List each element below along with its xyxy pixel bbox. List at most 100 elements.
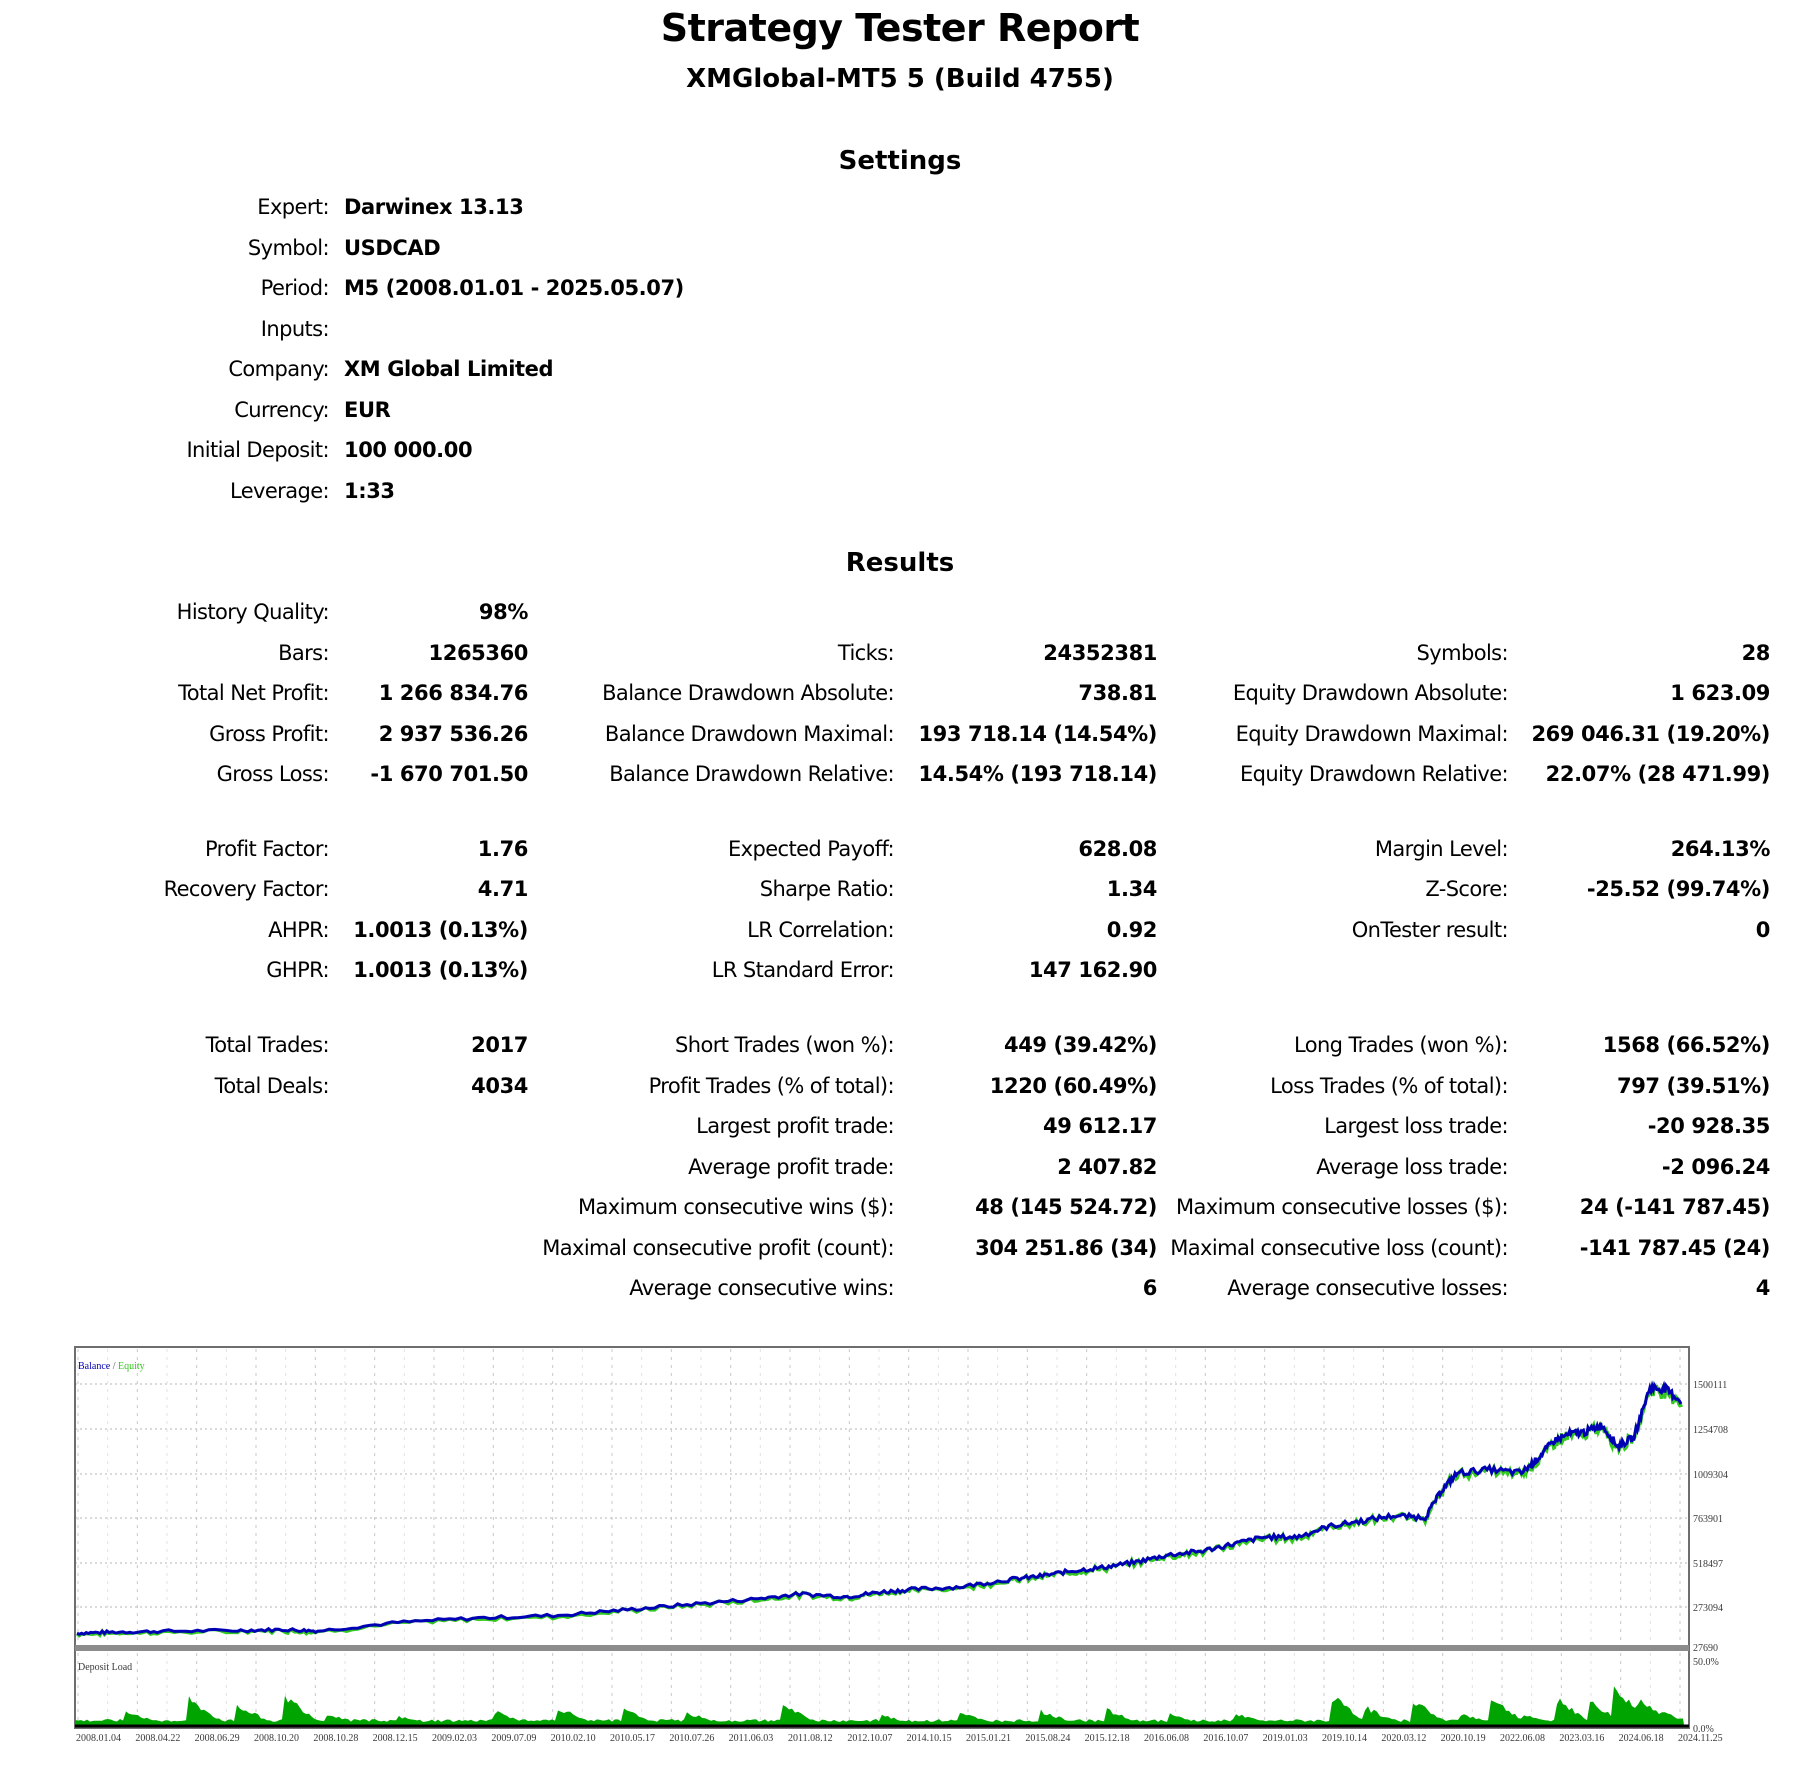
results-label: Gross Profit:	[209, 721, 330, 746]
results-heading: Results	[845, 548, 955, 578]
results-label: OnTester result:	[1351, 917, 1509, 942]
results-label: History Quality:	[176, 600, 330, 624]
x-tick-label: 2016.10.07	[1203, 1733, 1248, 1744]
x-tick-label: 2020.10.19	[1441, 1733, 1486, 1744]
results-row: History Quality: 98%	[0, 597, 1800, 627]
x-tick-label: 2024.11.25	[1678, 1733, 1723, 1744]
report-subtitle: XMGlobal-MT5 5 (Build 4755)	[686, 64, 1114, 94]
results-value: 6	[1142, 1276, 1158, 1301]
results-label: Recovery Factor:	[163, 877, 330, 902]
settings-label: Initial Deposit:	[186, 438, 329, 462]
x-tick-label: 2014.10.15	[907, 1733, 952, 1744]
results-row: Total Deals: 4034	[0, 1071, 1800, 1101]
results-row: Balance Drawdown Maximal: 193 718.14 (14.…	[0, 719, 1800, 749]
results-label: Short Trades (won %):	[675, 1033, 895, 1058]
results-value: 14.54% (193 718.14)	[918, 762, 1157, 786]
results-value: 1.0013 (0.13%)	[353, 958, 528, 983]
results-row: Average consecutive losses: 4	[0, 1273, 1800, 1303]
settings-label: Period:	[260, 276, 330, 300]
results-value: 2017	[471, 1033, 528, 1058]
settings-value: USDCAD	[344, 235, 441, 260]
settings-row: Leverage: 1:33	[0, 476, 1800, 506]
results-value: 48 (145 524.72)	[975, 1195, 1157, 1220]
results-value: 2 407.82	[1057, 1154, 1157, 1179]
settings-value: XM Global Limited	[344, 357, 554, 381]
x-tick-label: 2023.03.16	[1559, 1733, 1604, 1744]
results-label: Bars:	[278, 640, 330, 665]
results-value: 1265360	[428, 640, 529, 665]
settings-row: Symbol: USDCAD	[0, 233, 1800, 263]
results-label: Largest profit trade:	[696, 1114, 894, 1139]
results-label: Margin Level:	[1374, 836, 1509, 861]
results-row: Gross Loss: -1 670 701.50	[0, 759, 1800, 789]
results-value: 1568 (66.52%)	[1602, 1033, 1771, 1058]
x-tick-label: 2022.06.08	[1500, 1733, 1545, 1744]
results-row: Equity Drawdown Maximal: 269 046.31 (19.2…	[0, 719, 1800, 749]
results-label: Loss Trades (% of total):	[1270, 1073, 1508, 1098]
results-value: -1 670 701.50	[370, 762, 528, 786]
x-tick-label: 2015.08.24	[1025, 1733, 1070, 1744]
results-value: 449 (39.42%)	[1003, 1033, 1157, 1058]
results-label: Average consecutive losses:	[1227, 1276, 1508, 1301]
x-tick-label: 2008.04.22	[135, 1733, 180, 1744]
deposit-load-tick: 0.0%	[1693, 1724, 1714, 1735]
x-tick-label: 2009.07.09	[491, 1733, 536, 1744]
results-row: Maximal consecutive profit (count): 304 2…	[0, 1233, 1800, 1263]
results-value: 1 623.09	[1670, 681, 1770, 705]
settings-row: Expert: Darwinex 13.13	[0, 192, 1800, 222]
results-value: 1.0013 (0.13%)	[353, 917, 528, 942]
results-label: Expected Payoff:	[727, 836, 895, 861]
legend-label: Balance / Equity	[78, 1361, 145, 1372]
results-label: Equity Drawdown Absolute:	[1232, 681, 1509, 705]
x-tick-label: 2008.12.15	[373, 1733, 418, 1744]
results-row: Total Trades: 2017	[0, 1030, 1800, 1060]
results-label: Average loss trade:	[1316, 1154, 1508, 1179]
results-row: Equity Drawdown Relative: 22.07% (28 471.…	[0, 759, 1800, 789]
panel-divider	[75, 1645, 1689, 1651]
settings-value: EUR	[344, 397, 391, 422]
chart-frame	[74, 1346, 1690, 1729]
settings-row: Initial Deposit: 100 000.00	[0, 435, 1800, 465]
results-value: 269 046.31 (19.20%)	[1531, 721, 1770, 746]
results-label: LR Correlation:	[747, 917, 894, 942]
settings-label: Inputs:	[260, 316, 330, 341]
results-label: Largest loss trade:	[1324, 1114, 1508, 1139]
settings-label: Symbol:	[247, 235, 330, 260]
results-row: LR Correlation: 0.92	[0, 915, 1800, 945]
results-label: Maximal consecutive profit (count):	[542, 1235, 894, 1260]
results-label: Average consecutive wins:	[629, 1276, 894, 1301]
settings-label: Leverage:	[229, 478, 330, 503]
results-label: Maximum consecutive wins ($):	[577, 1195, 895, 1220]
results-row: Loss Trades (% of total): 797 (39.51%)	[0, 1071, 1800, 1101]
results-label: Average profit trade:	[688, 1154, 894, 1179]
results-row: OnTester result: 0	[0, 915, 1800, 945]
results-row: Sharpe Ratio: 1.34	[0, 874, 1800, 904]
results-value: 628.08	[1078, 836, 1157, 861]
settings-row: Company: XM Global Limited	[0, 354, 1800, 384]
results-row: Expected Payoff: 628.08	[0, 834, 1800, 864]
settings-row: Currency: EUR	[0, 395, 1800, 425]
results-label: Balance Drawdown Maximal:	[604, 721, 895, 746]
results-value: -25.52 (99.74%)	[1586, 877, 1771, 902]
results-row: Gross Profit: 2 937 536.26	[0, 719, 1800, 749]
results-row: AHPR: 1.0013 (0.13%)	[0, 915, 1800, 945]
results-value: 264.13%	[1670, 836, 1771, 861]
chart-grid	[75, 1349, 1689, 1725]
x-tick-label: 2008.01.04	[76, 1733, 121, 1744]
results-value: 738.81	[1078, 681, 1157, 705]
results-value: 22.07% (28 471.99)	[1545, 762, 1771, 786]
results-row: Average profit trade: 2 407.82	[0, 1152, 1800, 1182]
x-tick-label: 2010.05.17	[610, 1733, 655, 1744]
x-tick-label: 2010.02.10	[551, 1733, 596, 1744]
results-value: 147 162.90	[1028, 958, 1158, 983]
y-tick-label: 1254708	[1693, 1425, 1728, 1436]
x-tick-label: 2019.10.14	[1322, 1733, 1367, 1744]
results-row: Z-Score: -25.52 (99.74%)	[0, 874, 1800, 904]
results-label: Equity Drawdown Relative:	[1239, 762, 1509, 786]
x-tick-label: 2009.02.03	[432, 1733, 477, 1744]
results-label: Equity Drawdown Maximal:	[1235, 721, 1509, 746]
x-tick-label: 2008.10.28	[313, 1733, 358, 1744]
results-value: -141 787.45 (24)	[1579, 1235, 1771, 1260]
y-tick-label: 273094	[1693, 1603, 1723, 1614]
settings-value: Darwinex 13.13	[344, 195, 524, 219]
